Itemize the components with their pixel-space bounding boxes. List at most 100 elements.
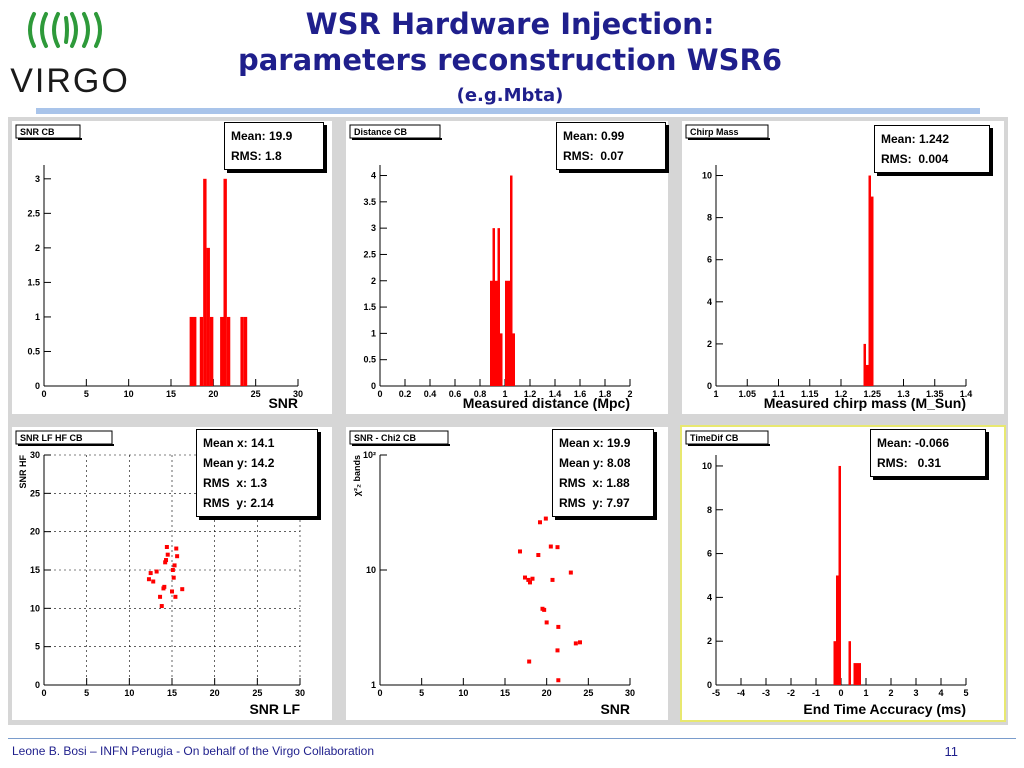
plot-canvas: SNR CB 0 5 10 15 20 25 30 0 0.5 1 1.5 2 2.5 3 SNR Distan… — [8, 117, 1008, 725]
stats-line: Mean: -0.066 — [877, 436, 950, 450]
stats-line: RMS x: 1.3 — [203, 476, 268, 490]
x-tick-label: 5 — [419, 688, 424, 698]
x-tick-label: 4 — [938, 688, 943, 698]
stats-line: RMS x: 1.88 — [559, 476, 630, 490]
scatter-point — [548, 544, 553, 549]
y-tick-label: 10² — [363, 450, 376, 460]
histogram-bar — [848, 641, 851, 685]
y-axis-label: χ²₂ bands — [352, 455, 362, 496]
virgo-logo: VIRGO — [10, 12, 130, 98]
chart-title: SNR CB — [20, 127, 55, 137]
chart-title: TimeDif CB — [690, 433, 739, 443]
x-tick-label: 1.4 — [960, 389, 973, 399]
x-tick-label: 1.3 — [897, 389, 910, 399]
chart-snr-chi2: SNR - Chi2 CB 0 5 10 15 20 25 30 1 10 10² SNR χ²₂ ba… — [349, 430, 635, 717]
scatter-point — [555, 545, 560, 550]
histogram-bar — [512, 333, 515, 386]
x-tick-label: 20 — [542, 688, 552, 698]
scatter-point — [165, 552, 170, 557]
stats-line: Mean: 0.99 — [563, 129, 625, 143]
x-tick-label: 1.6 — [574, 389, 587, 399]
scatter-point — [526, 577, 531, 582]
histogram-bar — [199, 316, 204, 386]
logo-text: VIRGO — [10, 62, 130, 98]
histogram-bar — [507, 280, 510, 386]
y-tick-label: 10 — [30, 603, 40, 613]
x-tick-label: 5 — [963, 688, 968, 698]
y-tick-label: 0 — [35, 680, 40, 690]
chart-snr-lf-hf: SNR LF HF CB0 5 10 15 20 25 30051015202530SNR … — [15, 430, 305, 717]
histogram-bar — [866, 364, 869, 386]
x-tick-label: -5 — [712, 688, 720, 698]
histogram-bar — [490, 280, 493, 386]
scatter-point — [159, 604, 164, 609]
title-divider — [36, 108, 980, 114]
y-tick-label: 4 — [707, 592, 712, 602]
y-tick-label: 15 — [30, 565, 40, 575]
y-tick-label: 5 — [35, 642, 40, 652]
scatter-point — [173, 594, 178, 599]
scatter-point — [555, 648, 560, 653]
x-tick-label: 1.2 — [835, 389, 848, 399]
y-tick-label: 0 — [707, 680, 712, 690]
stats-line: RMS: 0.07 — [563, 149, 624, 163]
x-axis-label: SNR — [268, 395, 298, 411]
y-tick-label: 4 — [707, 297, 712, 307]
histogram-bar — [223, 178, 227, 386]
x-tick-label: 1.35 — [926, 389, 944, 399]
stats-box: Mean: -0.066 RMS: 0.31 — [870, 429, 986, 477]
y-tick-label: 10 — [702, 461, 712, 471]
histogram-bar — [220, 316, 224, 386]
footer-divider — [8, 738, 1016, 739]
y-tick-label: 2.5 — [363, 249, 376, 259]
x-tick-label: 0.8 — [474, 389, 487, 399]
scatter-point — [180, 587, 185, 592]
x-tick-label: 1.25 — [863, 389, 881, 399]
y-tick-label: 0 — [35, 381, 40, 391]
x-tick-label: 10 — [124, 688, 134, 698]
stats-line: RMS: 0.004 — [881, 152, 949, 166]
stats-box: Mean: 1.242 RMS: 0.004 — [874, 125, 990, 173]
chart-title: SNR - Chi2 CB — [354, 433, 417, 443]
histogram-bar — [853, 663, 856, 685]
x-tick-label: 1.15 — [801, 389, 819, 399]
slide-title-line1: WSR Hardware Injection: — [305, 7, 715, 41]
stats-line: RMS: 1.8 — [231, 149, 282, 163]
scatter-point — [162, 584, 167, 589]
x-tick-label: -3 — [762, 688, 770, 698]
scatter-point — [568, 570, 573, 575]
stats-box: Mean x: 14.1 Mean y: 14.2 RMS x: 1.3 RMS y:… — [196, 429, 318, 517]
scatter-point — [523, 575, 527, 580]
stats-box: Mean: 0.99 RMS: 0.07 — [556, 122, 666, 170]
y-tick-label: 3 — [371, 223, 376, 233]
x-tick-label: 20 — [208, 389, 218, 399]
scatter-point — [538, 520, 542, 525]
x-tick-label: 5 — [84, 389, 89, 399]
stats-line: RMS y: 2.14 — [203, 496, 274, 510]
scatter-point — [543, 516, 548, 521]
histogram-bar — [868, 175, 871, 386]
x-tick-label: 1.05 — [738, 389, 756, 399]
scatter-point — [550, 577, 555, 582]
stats-box: Mean x: 19.9 Mean y: 8.08 RMS x: 1.88 RMS y… — [552, 429, 654, 517]
x-tick-label: 0.6 — [449, 389, 462, 399]
chart-snr-cb: SNR CB 0 5 10 15 20 25 30 0 0.5 1 1.5 2 2.5 3 SNR — [15, 124, 303, 411]
y-tick-label: 4 — [371, 171, 376, 181]
histogram-bar — [203, 178, 207, 386]
x-tick-label: 0 — [838, 688, 843, 698]
y-tick-label: 0 — [707, 381, 712, 391]
histogram-bar — [206, 247, 210, 386]
y-tick-label: 3.5 — [363, 197, 376, 207]
histogram-bar — [838, 465, 841, 685]
stats-box: Mean: 19.9 RMS: 1.8 — [224, 122, 324, 170]
scatter-point — [542, 607, 547, 612]
x-tick-label: -2 — [787, 688, 795, 698]
x-axis-label: Measured distance (Mpc) — [463, 395, 630, 411]
stats-line: Mean y: 8.08 — [559, 456, 631, 470]
scatter-point — [171, 575, 176, 580]
stats-line: Mean y: 14.2 — [203, 456, 275, 470]
x-tick-label: 15 — [167, 688, 177, 698]
histogram-bar — [871, 196, 874, 386]
histogram-bar — [500, 333, 503, 386]
page-number: 11 — [944, 744, 959, 759]
